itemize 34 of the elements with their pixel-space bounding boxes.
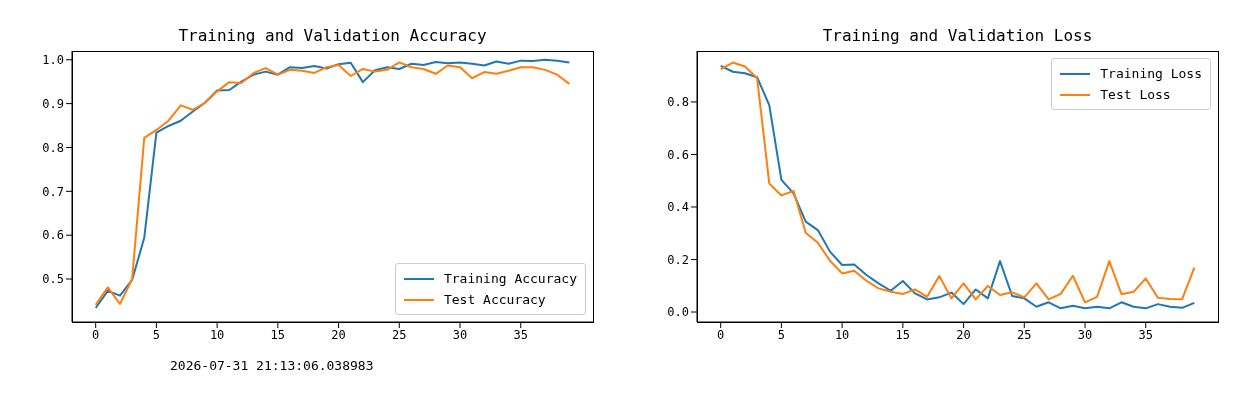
x-tick-label: 30: [452, 327, 468, 342]
legend-label: Training Loss: [1100, 66, 1202, 81]
y-tick-label: 0.7: [42, 184, 64, 199]
y-tick-label: 0.2: [667, 252, 689, 267]
x-tick-label: 20: [331, 327, 346, 342]
y-tick-label: 1.0: [42, 53, 64, 68]
legend-label: Test Accuracy: [443, 292, 546, 307]
x-tick-label: 15: [895, 327, 911, 342]
x-tick-label: 10: [834, 327, 850, 342]
text: 2026-07-31 21:13:06.038983: [170, 358, 374, 373]
x-tick-label: 35: [1138, 327, 1153, 342]
x-tick-label: 10: [209, 327, 225, 342]
x-tick-label: 20: [956, 327, 971, 342]
x-tick-label: 0: [92, 327, 100, 342]
y-tick-label: 0.6: [42, 228, 64, 243]
x-tick-label: 5: [152, 327, 161, 342]
y-tick-label: 0.5: [42, 272, 64, 287]
x-tick-label: 0: [717, 327, 725, 342]
y-tick-label: 0.8: [42, 140, 64, 155]
y-tick-label: 0.4: [667, 200, 689, 215]
legend-label: Training Accuracy: [443, 271, 577, 286]
y-tick-label: 0.6: [667, 147, 689, 162]
chart-title: Training and Validation Loss: [821, 26, 1094, 45]
x-tick-label: 25: [1017, 327, 1032, 342]
y-tick-label: 0.8: [667, 95, 689, 110]
y-tick-label: 0.9: [42, 96, 64, 111]
x-tick-label: 5: [777, 327, 786, 342]
y-tick-label: 0.0: [667, 305, 689, 320]
x-tick-label: 15: [270, 327, 286, 342]
x-tick-label: 30: [1077, 327, 1093, 342]
legend-label: Test Loss: [1100, 87, 1171, 102]
x-tick-label: 25: [392, 327, 407, 342]
x-tick-label: 35: [513, 327, 528, 342]
chart-title: Training and Validation Accuracy: [177, 26, 488, 45]
